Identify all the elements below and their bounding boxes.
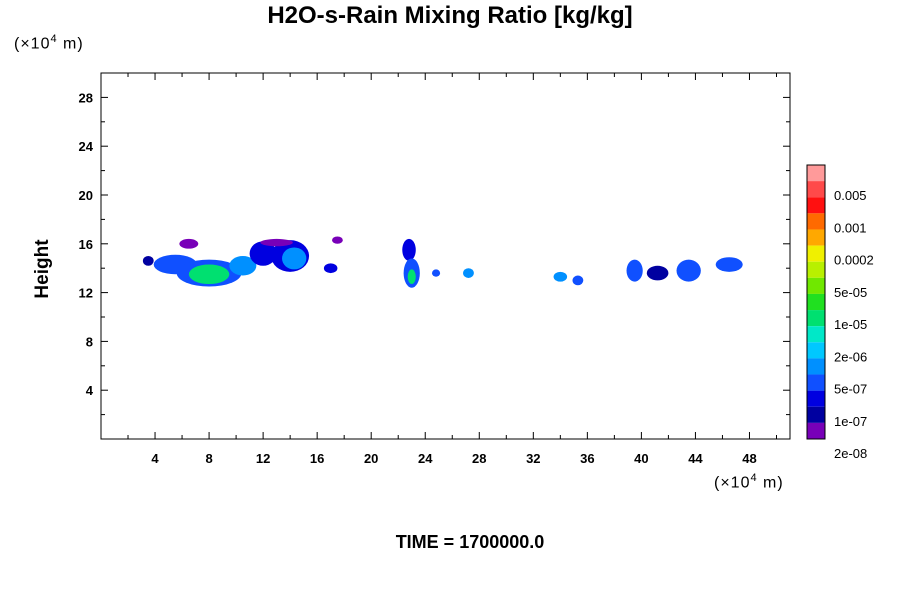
data-cell-11 xyxy=(332,236,343,244)
colorbar-swatch-9 xyxy=(807,310,825,327)
colorbar-swatch-2 xyxy=(807,197,825,214)
colorbar-swatch-3 xyxy=(807,213,825,230)
colorbar-label-2: 0.0002 xyxy=(834,253,874,268)
data-cell-14 xyxy=(407,269,416,285)
x-tick-label-20: 20 xyxy=(364,451,378,466)
colorbar-label-1: 0.001 xyxy=(834,220,867,235)
x-tick-label-44: 44 xyxy=(688,451,703,466)
colorbar-label-4: 1e-05 xyxy=(834,317,867,332)
colorbar-swatch-6 xyxy=(807,261,825,278)
colorbar-label-7: 1e-07 xyxy=(834,414,867,429)
colorbar-swatch-1 xyxy=(807,181,825,198)
data-cell-19 xyxy=(626,259,643,282)
data-cell-9 xyxy=(260,238,293,247)
colorbar-label-6: 5e-07 xyxy=(834,382,867,397)
y-tick-label-4: 4 xyxy=(86,383,94,398)
data-cell-16 xyxy=(463,268,474,278)
chart-title: H2O-s-Rain Mixing Ratio [kg/kg] xyxy=(267,2,633,29)
x-tick-label-16: 16 xyxy=(310,451,324,466)
cells-layer xyxy=(142,236,743,288)
colorbar-frame xyxy=(806,164,826,440)
colorbar-label-8: 2e-08 xyxy=(834,446,867,461)
colorbar-swatch-12 xyxy=(807,358,825,375)
colorbar-swatch-13 xyxy=(807,374,825,391)
data-cell-18 xyxy=(572,275,584,286)
colorbar-swatch-11 xyxy=(807,342,825,359)
x-tick-label-32: 32 xyxy=(526,451,540,466)
data-cell-12 xyxy=(402,238,416,261)
x-tick-label-28: 28 xyxy=(472,451,486,466)
data-cell-15 xyxy=(431,269,441,277)
colorbar-swatch-8 xyxy=(807,293,825,311)
y-tick-label-12: 12 xyxy=(79,286,93,301)
data-cell-10 xyxy=(323,263,338,274)
data-cell-6 xyxy=(249,241,277,266)
x-tick-label-40: 40 xyxy=(634,451,648,466)
data-cell-5 xyxy=(179,238,199,249)
time-label: TIME = 1700000.0 xyxy=(395,532,545,552)
data-cell-4 xyxy=(229,256,257,276)
data-cell-17 xyxy=(553,271,568,282)
data-cell-0 xyxy=(142,256,154,266)
colorbar-swatch-14 xyxy=(807,390,825,407)
x-tick-label-12: 12 xyxy=(256,451,270,466)
y-tick-label-28: 28 xyxy=(79,90,93,105)
x-tick-label-8: 8 xyxy=(205,451,212,466)
plot-frame xyxy=(100,72,791,440)
x-tick-label-4: 4 xyxy=(151,451,159,466)
colorbar-label-5: 2e-06 xyxy=(834,349,867,364)
colorbar-swatch-15 xyxy=(807,406,825,423)
y-tick-label-24: 24 xyxy=(79,139,94,154)
colorbar-label-0: 0.005 xyxy=(834,188,867,203)
colorbar-swatch-7 xyxy=(807,277,825,294)
data-cell-22 xyxy=(715,257,743,272)
data-cell-3 xyxy=(188,264,230,285)
y-tick-label-16: 16 xyxy=(79,237,93,252)
colorbar: 0.005 0.001 0.0002 5e-05 1e-05 2e-06 5e-07 1e-0… xyxy=(806,164,874,461)
y-tick-label-8: 8 xyxy=(86,334,93,349)
data-cell-20 xyxy=(646,265,669,281)
colorbar-label-3: 5e-05 xyxy=(834,285,867,300)
x-axis-unit: (×104 m) xyxy=(714,472,784,492)
colorbar-swatch-10 xyxy=(807,326,825,343)
x-tick-label-48: 48 xyxy=(742,451,756,466)
colorbar-swatch-5 xyxy=(807,245,825,262)
colorbar-swatch-16 xyxy=(807,422,825,439)
colorbar-swatch-4 xyxy=(807,229,825,246)
colorbar-swatch-0 xyxy=(807,165,825,182)
y-tick-label-20: 20 xyxy=(79,188,93,203)
data-cell-21 xyxy=(676,259,701,282)
x-tick-label-36: 36 xyxy=(580,451,594,466)
x-tick-label-24: 24 xyxy=(418,451,433,466)
data-cell-8 xyxy=(282,247,307,270)
y-axis-unit: (×104 m) xyxy=(14,33,84,53)
